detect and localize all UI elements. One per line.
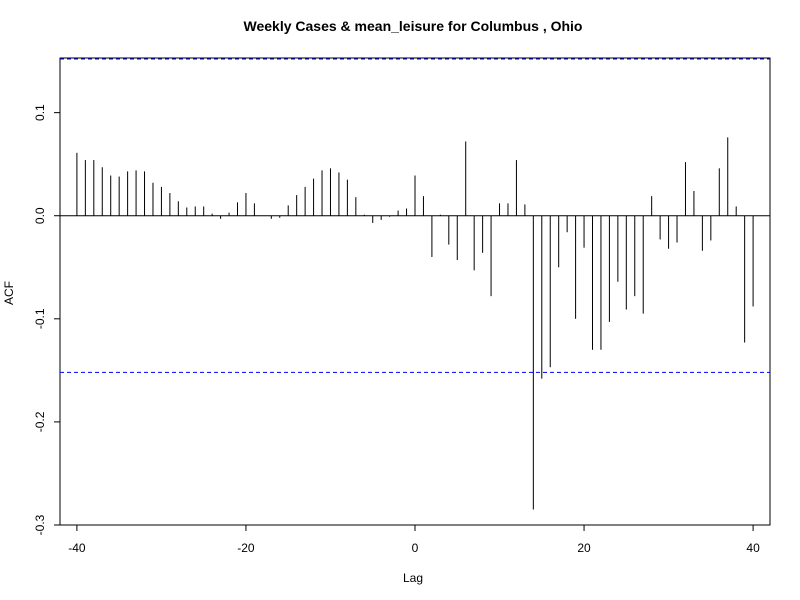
y-tick-label: -0.1	[33, 308, 47, 329]
y-tick-label: 0.1	[33, 104, 47, 121]
x-tick-label: -40	[68, 541, 86, 555]
y-tick-label: 0.0	[33, 207, 47, 224]
acf-bars	[76, 137, 754, 510]
y-axis-title: ACF	[2, 281, 16, 305]
x-tick-label: 20	[577, 541, 591, 555]
y-axis: -0.3 -0.2 -0.1 0.0 0.1	[33, 104, 60, 535]
x-axis-title: Lag	[403, 571, 423, 585]
y-tick-label: -0.3	[33, 514, 47, 535]
y-tick-label: -0.2	[33, 411, 47, 432]
x-axis: -40 -20 0 20 40	[68, 525, 760, 555]
confidence-bounds	[60, 58, 770, 373]
x-tick-label: 0	[412, 541, 419, 555]
chart-title: Weekly Cases & mean_leisure for Columbus…	[244, 18, 583, 34]
x-tick-label: 40	[746, 541, 760, 555]
plot-frame	[59, 57, 771, 526]
x-tick-label: -20	[237, 541, 255, 555]
